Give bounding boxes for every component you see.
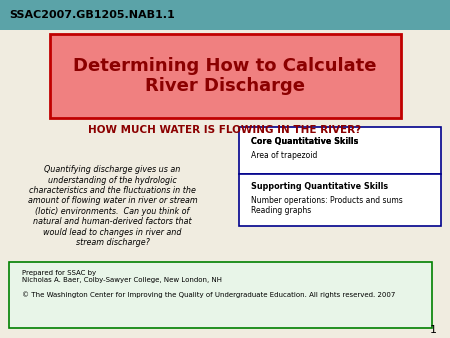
FancyBboxPatch shape xyxy=(0,0,450,30)
Text: Core Quantitative Skills: Core Quantitative Skills xyxy=(251,137,359,146)
Text: Determining How to Calculate
River Discharge: Determining How to Calculate River Disch… xyxy=(73,57,377,95)
FancyBboxPatch shape xyxy=(238,174,441,226)
Text: Core Quantitative Skills: Core Quantitative Skills xyxy=(251,137,359,146)
Text: Area of trapezoid: Area of trapezoid xyxy=(251,151,318,161)
FancyBboxPatch shape xyxy=(9,262,432,328)
Text: SSAC2007.GB1205.NAB1.1: SSAC2007.GB1205.NAB1.1 xyxy=(9,10,175,20)
Text: Number operations: Products and sums
Reading graphs: Number operations: Products and sums Rea… xyxy=(251,196,403,215)
Text: HOW MUCH WATER IS FLOWING IN THE RIVER?: HOW MUCH WATER IS FLOWING IN THE RIVER? xyxy=(89,125,361,135)
Text: Quantifying discharge gives us an
understanding of the hydrologic
characteristic: Quantifying discharge gives us an unders… xyxy=(28,165,197,247)
Text: Supporting Quantitative Skills: Supporting Quantitative Skills xyxy=(251,182,388,191)
FancyBboxPatch shape xyxy=(238,127,441,174)
Text: Prepared for SSAC by
Nicholas A. Baer, Colby-Sawyer College, New London, NH

© T: Prepared for SSAC by Nicholas A. Baer, C… xyxy=(22,270,396,298)
Text: 1: 1 xyxy=(429,324,436,335)
FancyBboxPatch shape xyxy=(50,34,400,118)
